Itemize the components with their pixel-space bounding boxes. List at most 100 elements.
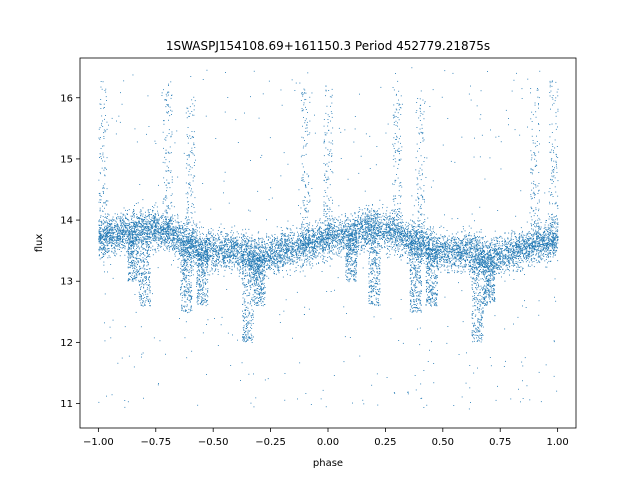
data-point <box>188 241 190 243</box>
data-point <box>122 219 123 221</box>
data-point <box>373 216 375 217</box>
data-point <box>299 257 301 259</box>
data-point <box>170 229 172 230</box>
data-point <box>303 242 305 244</box>
data-point <box>283 234 284 236</box>
data-point <box>419 246 421 248</box>
data-point <box>99 240 101 242</box>
data-point <box>395 238 397 239</box>
data-point <box>540 251 542 252</box>
data-point <box>337 245 339 246</box>
data-point <box>516 241 518 242</box>
data-point <box>212 254 214 255</box>
data-point <box>103 234 105 236</box>
data-point <box>443 245 445 247</box>
data-point <box>516 254 518 256</box>
data-point <box>539 261 541 263</box>
data-point <box>322 239 323 240</box>
data-point <box>289 248 291 250</box>
data-point <box>508 255 509 257</box>
data-point <box>354 220 355 222</box>
data-point <box>528 264 529 266</box>
data-point <box>167 223 168 225</box>
data-point <box>500 269 501 270</box>
data-point <box>343 238 345 240</box>
data-point <box>317 229 319 231</box>
data-point <box>252 254 254 256</box>
data-point <box>162 232 163 234</box>
data-point <box>408 227 409 229</box>
data-point <box>280 243 282 245</box>
data-point <box>273 260 275 262</box>
data-point <box>134 238 136 240</box>
data-point <box>164 243 166 245</box>
data-point <box>212 235 213 237</box>
data-point <box>454 254 456 256</box>
data-point <box>511 229 513 231</box>
data-point <box>176 240 178 242</box>
data-point <box>262 247 264 249</box>
data-point <box>421 251 423 253</box>
data-point <box>405 221 407 223</box>
data-point <box>492 249 494 251</box>
data-point <box>231 239 233 241</box>
data-point <box>116 242 118 244</box>
data-point <box>330 257 331 259</box>
data-point <box>196 230 198 232</box>
data-point <box>446 266 448 268</box>
data-point <box>432 251 433 252</box>
data-point <box>443 239 445 241</box>
data-point <box>165 216 167 218</box>
data-point <box>400 240 402 242</box>
data-point <box>163 233 165 235</box>
data-point <box>172 233 173 235</box>
data-point <box>517 239 519 241</box>
data-point <box>349 226 351 228</box>
data-point <box>200 261 202 263</box>
data-point <box>289 232 291 233</box>
data-point <box>535 246 536 248</box>
data-point <box>341 229 343 231</box>
data-point <box>382 207 383 209</box>
data-point <box>298 235 299 237</box>
data-point <box>388 230 390 232</box>
data-point <box>166 228 168 230</box>
data-point <box>537 238 539 239</box>
data-point <box>544 250 546 252</box>
data-point <box>349 242 351 243</box>
data-point <box>202 245 204 247</box>
data-point <box>519 250 521 251</box>
data-point <box>454 242 455 244</box>
data-point <box>120 217 122 219</box>
data-point <box>447 255 448 257</box>
data-point <box>417 238 419 240</box>
data-point <box>261 246 263 248</box>
data-point <box>443 244 445 246</box>
data-point <box>358 228 360 229</box>
data-point <box>223 255 225 257</box>
data-point <box>501 255 503 257</box>
data-point <box>253 254 255 256</box>
data-point <box>420 253 421 255</box>
data-point <box>123 222 125 224</box>
data-point <box>306 246 307 247</box>
data-point <box>353 218 355 220</box>
data-point <box>474 252 476 254</box>
data-point <box>362 248 364 250</box>
data-point <box>519 247 521 249</box>
data-point <box>553 239 555 241</box>
data-point <box>176 234 178 236</box>
data-point <box>166 233 168 235</box>
data-point <box>407 222 409 224</box>
data-point <box>190 259 192 260</box>
data-point <box>386 245 388 247</box>
data-point <box>215 265 217 267</box>
data-point <box>134 229 135 230</box>
data-point <box>194 236 195 238</box>
data-point <box>299 255 301 256</box>
data-point <box>532 245 534 247</box>
data-point <box>512 253 514 255</box>
data-point <box>478 260 480 261</box>
data-point <box>236 242 238 244</box>
data-point <box>480 259 482 261</box>
